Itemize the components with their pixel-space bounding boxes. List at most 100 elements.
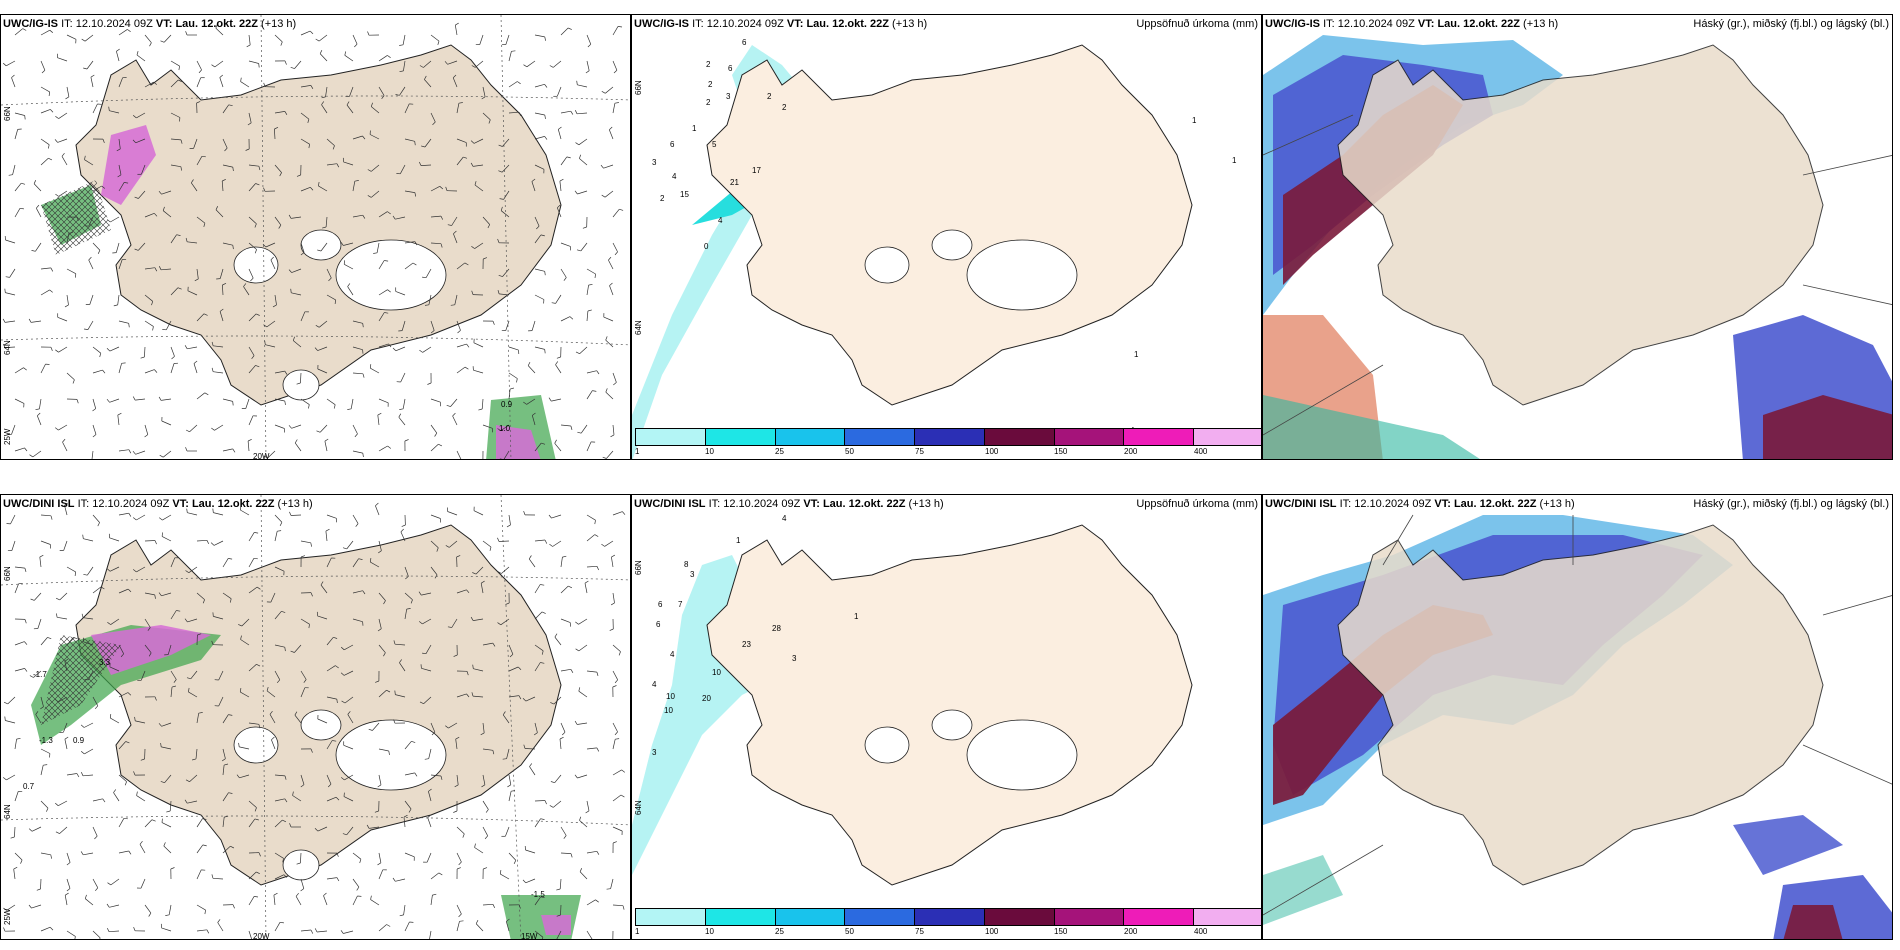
wind-barb: [430, 185, 440, 192]
wind-barb-flag: [74, 936, 76, 939]
wind-barb-flag: [511, 50, 516, 52]
wind-barb-flag: [256, 663, 261, 667]
wind-barb: [222, 398, 233, 402]
wind-barb: [57, 138, 68, 143]
wind-barb: [370, 899, 380, 906]
wind-barb-flag: [24, 668, 28, 672]
wind-barb-flag: [284, 111, 288, 115]
wind-barb: [508, 666, 519, 672]
wind-barb-flag: [421, 145, 426, 148]
wind-barb: [274, 566, 285, 572]
wind-barb: [109, 346, 120, 352]
wind-barb-flag: [342, 547, 347, 550]
wind-barb: [399, 662, 406, 672]
wind-barb: [534, 442, 542, 452]
wind-barb-flag: [362, 590, 366, 595]
wind-barb-flag: [238, 742, 240, 747]
wind-barb: [352, 34, 358, 45]
wind-barb: [319, 53, 328, 62]
wind-barb: [274, 798, 285, 802]
colorbar-swatch: [1124, 429, 1195, 445]
wind-barb: [248, 896, 255, 906]
wind-barb: [222, 765, 225, 776]
colorbar-swatch: [636, 909, 706, 925]
wind-barb-flag: [185, 429, 190, 433]
wind-barb: [294, 644, 302, 653]
wind-barb: [221, 180, 224, 192]
wind-barb: [213, 371, 224, 374]
wind-barb: [508, 389, 511, 400]
wind-barb: [404, 103, 410, 114]
wind-barb: [525, 696, 536, 702]
wind-barb: [346, 540, 354, 550]
wind-barb-flag: [173, 679, 177, 683]
wind-barb: [428, 294, 432, 305]
wind-barb-flag: [294, 711, 298, 716]
wind-barb-flag: [113, 789, 117, 793]
wind-barb: [218, 696, 224, 707]
wind-barb: [586, 850, 597, 854]
colorbar-tick: 200: [1124, 927, 1138, 936]
wind-barb: [62, 441, 68, 452]
wind-barb-flag: [106, 219, 111, 223]
wind-barb-flag: [404, 439, 409, 442]
wind-barb: [274, 398, 285, 402]
wind-barb: [118, 512, 129, 516]
wind-barb: [430, 774, 442, 777]
wind-barb: [586, 370, 597, 374]
wind-barb: [117, 415, 120, 426]
wind-barb-flag: [336, 852, 339, 857]
wind-barb-flag: [308, 404, 310, 409]
wind-barb-flag: [393, 640, 396, 645]
wind-barb: [501, 566, 510, 574]
wind-barb-flag: [255, 313, 260, 316]
wind-barb-flag: [622, 905, 625, 910]
wind-barb: [92, 346, 102, 354]
wind-barb: [59, 826, 68, 834]
wind-barb-flag: [315, 38, 320, 42]
wind-barb-flag: [356, 886, 360, 891]
wind-barb-flag: [485, 809, 489, 813]
it-value: 12.10.2024 09Z: [1337, 18, 1415, 30]
wind-barb-flag: [284, 60, 287, 65]
wind-barb: [274, 644, 285, 648]
wind-barb-flag: [375, 680, 380, 683]
wind-barb-flag: [186, 677, 191, 680]
wind-barb: [586, 60, 590, 71]
wind-barb-flag: [470, 162, 474, 167]
it-label: IT:: [77, 498, 90, 510]
wind-barb-flag: [10, 836, 15, 839]
wind-barb: [580, 424, 588, 434]
wind-barb: [394, 643, 406, 646]
low-cloud: [1263, 855, 1343, 925]
wind-barb: [294, 442, 302, 452]
wind-barb-flag: [474, 181, 477, 186]
wind-barb-flag: [375, 502, 379, 506]
wind-barb: [291, 216, 302, 219]
wind-barb-flag: [387, 289, 391, 293]
wind-barb: [553, 696, 562, 705]
wind-barb: [274, 819, 283, 828]
value-label: 6: [742, 38, 747, 47]
wind-barb: [525, 878, 536, 884]
wind-barb: [274, 774, 286, 777]
wind-barb: [423, 696, 432, 704]
wind-barb: [14, 583, 19, 594]
wind-barb: [560, 826, 567, 836]
wind-barb-flag: [346, 101, 350, 106]
vt-value: Lau. 12.okt. 22Z: [822, 498, 906, 510]
wind-barb-flag: [84, 894, 87, 899]
wind-barb: [482, 642, 493, 646]
wind-barb: [430, 398, 441, 403]
wind-barb-flag: [288, 269, 292, 273]
wind-barb: [578, 644, 588, 652]
wind-barb: [473, 369, 484, 374]
wind-barb-flag: [549, 543, 553, 547]
wind-barb-flag: [80, 751, 85, 755]
wind-barb-flag: [341, 700, 346, 704]
wind-barb: [35, 242, 42, 252]
wind-barb-flag: [561, 731, 566, 736]
value-label: 3: [690, 570, 695, 579]
wind-barb-flag: [575, 142, 580, 146]
wind-barb: [378, 55, 388, 62]
